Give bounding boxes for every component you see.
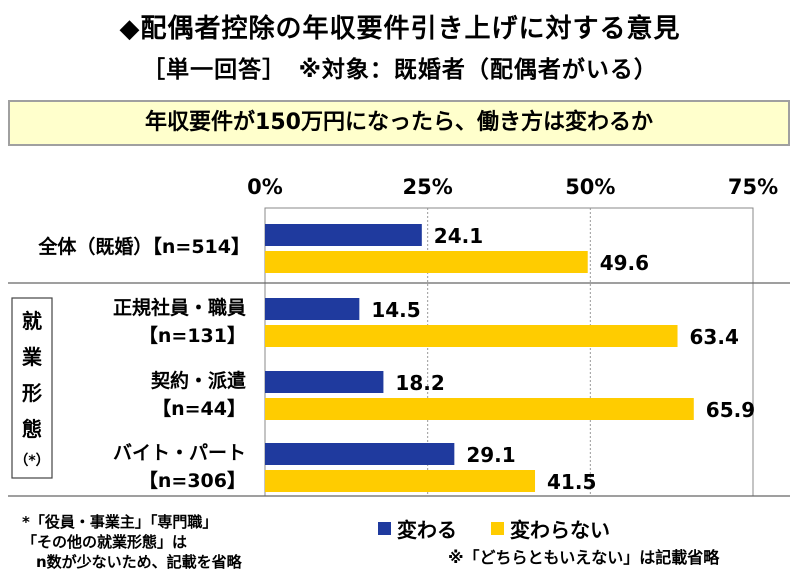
bar-series1: [265, 298, 360, 320]
group-label-char: 形: [22, 381, 42, 405]
category-sample-size: 【n=44】: [152, 397, 246, 420]
legend-item-series2: 変わらない: [491, 514, 610, 543]
omit-note: ※「どちらともいえない」は記載省略: [448, 548, 720, 567]
category-sample-size: 【n=306】: [139, 469, 246, 492]
bar-series2: [265, 470, 536, 492]
data-label-series1: 29.1: [466, 443, 515, 467]
legend-swatch-series1: [378, 522, 391, 535]
data-label-series2: 41.5: [547, 470, 596, 494]
data-label-series1: 14.5: [371, 298, 420, 322]
legend-swatch-series2: [491, 522, 504, 535]
category-label: バイト・パート: [113, 442, 246, 464]
data-label-series2: 63.4: [690, 325, 739, 349]
data-label-series2: 65.9: [706, 398, 755, 422]
category-label: 正規社員・職員: [113, 296, 246, 319]
legend: 変わる 変わらない: [378, 514, 644, 543]
category-sample-size: 【n=131】: [139, 324, 246, 347]
footnote-line-2: 「その他の就業形態」は: [22, 533, 188, 551]
bar-series2: [265, 251, 588, 273]
bar-series1: [265, 443, 455, 465]
bar-series2: [265, 325, 678, 347]
bar-series1: [265, 224, 422, 246]
footnote-line-1: *「役員・事業主」「専門職」: [22, 513, 218, 531]
data-label-series2: 49.6: [600, 251, 649, 275]
legend-label-series1: 変わる: [397, 518, 457, 542]
data-label-series1: 18.2: [395, 371, 444, 395]
bar-series1: [265, 371, 384, 393]
bar-series2: [265, 398, 694, 420]
group-label-char: 就: [22, 309, 42, 333]
x-tick-label: 0%: [247, 175, 283, 199]
chart-title: ◆配偶者控除の年収要件引き上げに対する意見: [119, 14, 681, 44]
question-box: 年収要件が150万円になったら、働き方は変わるか: [8, 100, 790, 146]
category-label: 契約・派遣: [150, 369, 246, 392]
chart-subtitle: ［単一回答］ ※対象：既婚者（配偶者がいる）: [142, 57, 658, 83]
footnote: *「役員・事業主」「専門職」 「その他の就業形態」は n数が少ないため、記載を省…: [22, 512, 242, 572]
question-text: 年収要件が150万円になったら、働き方は変わるか: [145, 110, 653, 135]
data-label-series1: 24.1: [434, 224, 483, 248]
x-tick-label: 50%: [565, 175, 615, 199]
x-tick-label: 25%: [403, 175, 453, 199]
x-tick-label: 75%: [728, 175, 778, 199]
legend-item-series1: 変わる: [378, 514, 457, 543]
footnote-line-3: n数が少ないため、記載を省略: [36, 553, 242, 571]
group-label-note: （*）: [14, 453, 49, 469]
category-label: 全体（既婚）【n=514】: [37, 235, 250, 258]
legend-label-series2: 変わらない: [510, 518, 610, 542]
group-label-box: [11, 297, 53, 479]
group-label-char: 業: [22, 345, 43, 369]
group-label-char: 態: [22, 417, 42, 441]
